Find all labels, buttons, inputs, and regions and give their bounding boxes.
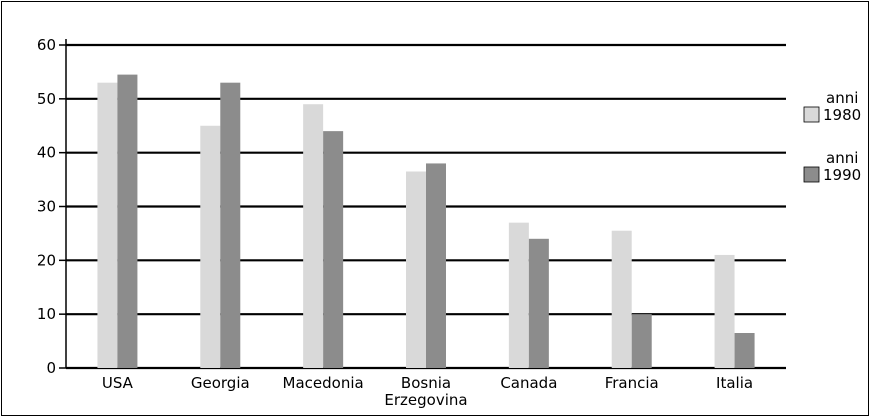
x-tick-label-3: Macedonia <box>283 374 364 392</box>
bar-1-7 <box>714 254 735 368</box>
bar-1-6 <box>611 230 632 368</box>
bar-1-3 <box>303 104 324 368</box>
y-tick-label-10: 10 <box>37 305 56 323</box>
y-tick-label-30: 30 <box>37 198 56 216</box>
x-tick-label-6: Francia <box>605 374 659 392</box>
y-tick-label-0: 0 <box>46 359 56 377</box>
x-tick-label-1: USA <box>102 374 134 392</box>
y-tick-label-40: 40 <box>37 144 56 162</box>
legend-swatch-2 <box>803 166 820 183</box>
legend-label-1-1: anni <box>826 89 858 107</box>
bar-2-4 <box>426 163 446 368</box>
bar-2-3 <box>323 131 344 368</box>
bar-2-6 <box>631 314 652 368</box>
x-tick-label-4-1: Bosnia <box>401 374 451 392</box>
bar-2-5 <box>528 238 549 368</box>
legend-label-1-2: 1980 <box>823 106 861 124</box>
bar-1-1 <box>97 82 118 368</box>
legend-label-2-1: anni <box>826 149 858 167</box>
x-tick-label-2: Georgia <box>191 374 250 392</box>
legend-swatch-1 <box>803 106 820 123</box>
bar-2-7 <box>734 333 755 368</box>
bar-2-2 <box>220 82 241 368</box>
x-tick-label-5: Canada <box>500 374 557 392</box>
y-tick-label-60: 60 <box>37 36 56 54</box>
bar-1-2 <box>200 125 221 368</box>
bar-2-1 <box>117 74 138 368</box>
x-tick-label-4-2: Erzegovina <box>384 391 467 409</box>
bar-1-5 <box>508 222 529 368</box>
x-tick-label-7: Italia <box>716 374 753 392</box>
y-tick-label-20: 20 <box>37 251 56 269</box>
y-tick-label-50: 50 <box>37 90 56 108</box>
bar-1-4 <box>406 171 426 368</box>
legend-label-2-2: 1990 <box>823 166 861 184</box>
